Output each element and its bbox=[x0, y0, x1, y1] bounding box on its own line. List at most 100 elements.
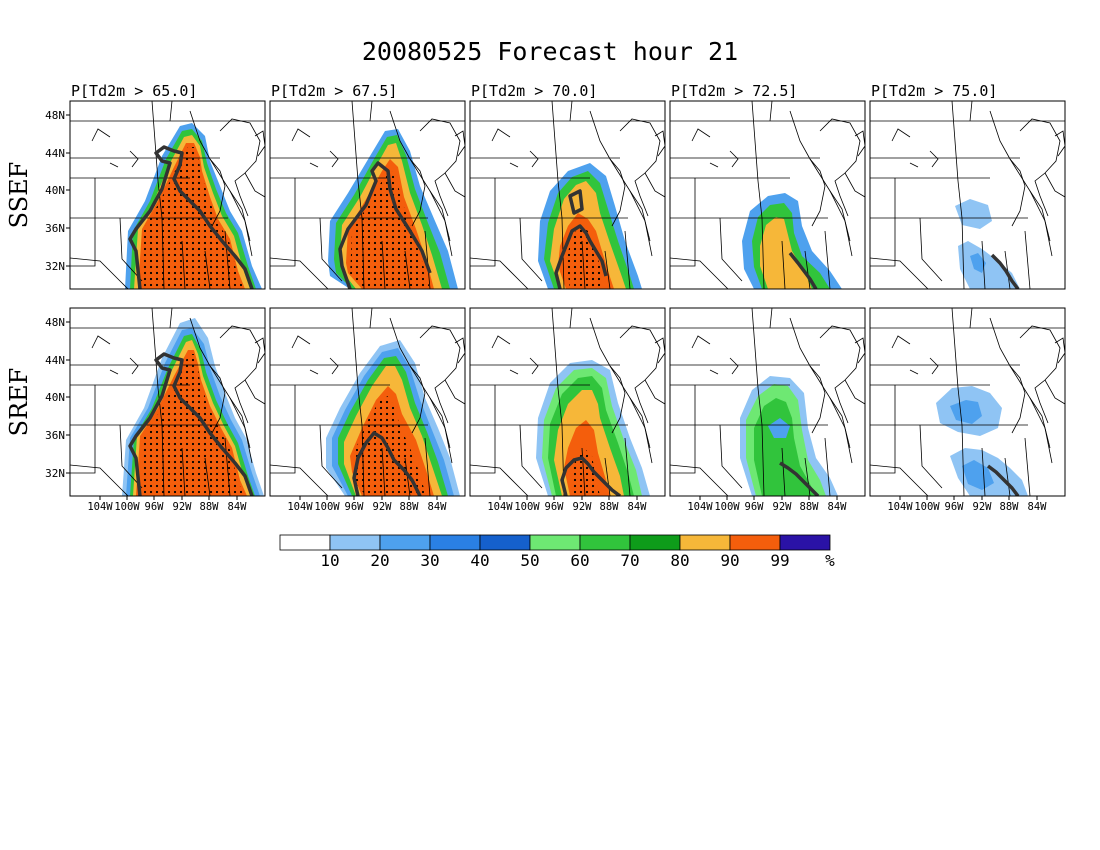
panel-frame bbox=[869, 100, 1066, 290]
probability-fill bbox=[138, 143, 245, 289]
lon-tick-label: 92W bbox=[173, 501, 193, 513]
map-boundaries bbox=[870, 308, 1065, 496]
lon-tick-label: 104W bbox=[287, 501, 313, 513]
probability-fill bbox=[970, 253, 986, 273]
lon-tick-label: 92W bbox=[373, 501, 393, 513]
lat-tick-label: 40N bbox=[45, 184, 65, 197]
lat-tick-label: 36N bbox=[45, 222, 65, 235]
map-panel: 48N 44N 40N 36N 32N bbox=[45, 100, 266, 290]
panel-frame bbox=[69, 100, 266, 290]
dewpoint-contour bbox=[128, 352, 254, 496]
map-panel bbox=[469, 100, 666, 290]
lon-tick-label: 96W bbox=[745, 501, 765, 513]
colorbar-label: 50 bbox=[520, 551, 539, 570]
lon-tick-label: 84W bbox=[428, 501, 448, 513]
map-panel: 104W 100W 96W 92W 88W 84W bbox=[469, 307, 666, 513]
colorbar-label: 60 bbox=[570, 551, 589, 570]
lon-tick-label: 88W bbox=[400, 501, 420, 513]
map-panel: 104W 100W 96W 92W 88W 84W bbox=[269, 307, 466, 513]
map-boundaries bbox=[870, 101, 1065, 289]
probability-fill bbox=[958, 241, 1020, 289]
lat-tick-label: 48N bbox=[45, 109, 65, 122]
colorbar-swatch bbox=[329, 534, 381, 551]
panel-title: P[Td2m > 65.0] bbox=[71, 82, 197, 100]
colorbar-swatch bbox=[729, 534, 781, 551]
dewpoint-contour bbox=[128, 145, 254, 289]
panel-frame bbox=[669, 307, 866, 497]
lat-tick-label: 32N bbox=[45, 467, 65, 480]
colorbar-label: 20 bbox=[370, 551, 389, 570]
colorbar-label: 99 bbox=[770, 551, 789, 570]
colorbar-label: 80 bbox=[670, 551, 689, 570]
colorbar: 10 20 30 40 50 60 70 80 90 99% bbox=[279, 534, 835, 570]
colorbar-swatch bbox=[629, 534, 681, 551]
probability-fill bbox=[955, 199, 992, 229]
lon-tick-label: 92W bbox=[573, 501, 593, 513]
lon-tick-label: 92W bbox=[773, 501, 793, 513]
colorbar-swatch bbox=[579, 534, 631, 551]
lon-tick-label: 104W bbox=[87, 501, 113, 513]
probability-fill bbox=[136, 350, 247, 496]
lon-tick-label: 84W bbox=[828, 501, 848, 513]
lon-tick-label: 84W bbox=[1028, 501, 1048, 513]
colorbar-label: 30 bbox=[420, 551, 439, 570]
colorbar-swatch bbox=[429, 534, 481, 551]
colorbar-label: 70 bbox=[620, 551, 639, 570]
lon-tick-label: 96W bbox=[345, 501, 365, 513]
map-boundaries bbox=[470, 308, 665, 496]
colorbar-swatch bbox=[679, 534, 731, 551]
lon-tick-label: 104W bbox=[887, 501, 913, 513]
probability-fill bbox=[768, 418, 790, 438]
colorbar-swatch bbox=[479, 534, 531, 551]
panel-frame bbox=[469, 307, 666, 497]
map-boundaries bbox=[270, 101, 465, 289]
panel-title: P[Td2m > 70.0] bbox=[471, 82, 597, 100]
colorbar-swatch bbox=[379, 534, 431, 551]
lon-tick-label: 104W bbox=[487, 501, 513, 513]
lon-tick-label: 88W bbox=[800, 501, 820, 513]
lon-tick-label: 100W bbox=[514, 501, 540, 513]
map-panel: 48N 44N 40N 36N 32N 104W 100W 96W 92W 88W 84W bbox=[45, 307, 266, 513]
figure-title: 20080525 Forecast hour 21 bbox=[362, 37, 738, 66]
probability-fill bbox=[754, 398, 816, 496]
lon-tick-label: 100W bbox=[914, 501, 940, 513]
probability-fill bbox=[760, 217, 812, 289]
lat-tick-label: 44N bbox=[45, 354, 65, 367]
row-label-sref: SREF bbox=[5, 368, 33, 437]
row-label-ssef: SSEF bbox=[5, 162, 33, 229]
lon-tick-label: 100W bbox=[714, 501, 740, 513]
colorbar-swatch bbox=[779, 534, 831, 551]
panel-frame bbox=[269, 307, 466, 497]
map-panel: 104W 100W 96W 92W 88W 84W bbox=[869, 307, 1066, 513]
panel-frame bbox=[69, 307, 266, 497]
colorbar-label: 90 bbox=[720, 551, 739, 570]
colorbar-unit: % bbox=[825, 551, 835, 570]
lon-tick-label: 96W bbox=[545, 501, 565, 513]
lat-tick-label: 48N bbox=[45, 316, 65, 329]
dewpoint-contour bbox=[990, 253, 1020, 289]
dewpoint-contour bbox=[560, 456, 622, 496]
map-panel bbox=[269, 100, 466, 290]
map-boundaries bbox=[70, 101, 265, 289]
probability-fill bbox=[950, 400, 982, 424]
panel-title: P[Td2m > 72.5] bbox=[671, 82, 797, 100]
lon-tick-label: 96W bbox=[945, 501, 965, 513]
map-boundaries bbox=[670, 101, 865, 289]
panel-title: P[Td2m > 75.0] bbox=[871, 82, 997, 100]
dewpoint-contour bbox=[554, 189, 608, 289]
lon-tick-label: 88W bbox=[200, 501, 220, 513]
lat-tick-label: 36N bbox=[45, 429, 65, 442]
colorbar-swatch bbox=[279, 534, 331, 551]
lon-tick-label: 84W bbox=[628, 501, 648, 513]
lat-tick-label: 32N bbox=[45, 260, 65, 273]
probability-fill bbox=[346, 159, 434, 289]
lon-tick-label: 88W bbox=[600, 501, 620, 513]
colorbar-label: 10 bbox=[320, 551, 339, 570]
lon-tick-label: 84W bbox=[228, 501, 248, 513]
colorbar-label: 40 bbox=[470, 551, 489, 570]
panel-frame bbox=[269, 100, 466, 290]
lon-tick-label: 96W bbox=[145, 501, 165, 513]
map-boundaries bbox=[470, 101, 665, 289]
dewpoint-contour bbox=[779, 461, 820, 496]
